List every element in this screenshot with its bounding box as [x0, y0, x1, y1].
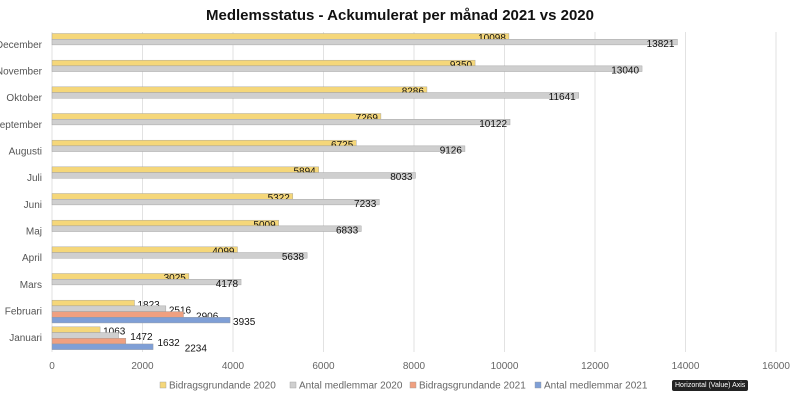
data-label: 10098: [478, 33, 506, 44]
x-tick-label: 6000: [312, 361, 335, 372]
data-label: 5322: [268, 193, 291, 204]
data-label: 5638: [282, 252, 305, 263]
data-label: 8286: [402, 87, 425, 98]
category-label: Juli: [27, 173, 42, 184]
data-label: 5009: [253, 220, 276, 231]
data-label: 3025: [164, 273, 187, 284]
category-label: Juni: [24, 200, 42, 211]
bar: [51, 338, 127, 345]
data-label: 1632: [158, 338, 181, 349]
bar: [51, 33, 510, 40]
bar: [51, 252, 308, 259]
data-label: 2906: [196, 311, 219, 322]
data-label: 1472: [130, 332, 153, 343]
bar: [51, 305, 167, 312]
category-label: Oktober: [6, 93, 42, 104]
data-label: 7233: [354, 199, 377, 210]
bar: [51, 92, 579, 99]
bar: [51, 343, 154, 350]
x-tick-label: 2000: [131, 361, 154, 372]
bar: [51, 311, 184, 318]
bar: [51, 198, 380, 206]
category-label: Januari: [9, 333, 42, 344]
data-label: 3935: [233, 317, 256, 328]
bar: [51, 326, 101, 333]
legend-swatch: [159, 381, 167, 389]
x-tick-label: 10000: [491, 361, 519, 372]
x-tick-label: 16000: [762, 361, 790, 372]
bar: [51, 193, 294, 200]
x-tick-label: 0: [49, 361, 55, 372]
data-label: 4178: [216, 279, 239, 290]
data-label: 1823: [137, 300, 160, 311]
data-label: 10122: [479, 119, 507, 130]
data-label: 9350: [450, 60, 473, 71]
data-label: 13040: [611, 66, 639, 77]
data-label: 6833: [336, 226, 359, 237]
bar: [51, 279, 242, 286]
data-label: 2516: [169, 306, 192, 317]
bar: [51, 118, 511, 126]
bar: [51, 145, 466, 152]
data-label: 4099: [212, 247, 235, 258]
bar: [51, 172, 416, 179]
bar: [51, 166, 319, 173]
category-label: Maj: [26, 227, 42, 238]
data-label: 8033: [390, 172, 413, 183]
bar: [51, 219, 279, 227]
x-tick-label: 4000: [222, 361, 245, 372]
data-label: 11641: [549, 92, 577, 103]
data-label: 9126: [440, 146, 463, 157]
bar: [51, 139, 357, 147]
data-label: 7269: [356, 113, 379, 124]
bar: [51, 113, 382, 120]
data-label: 6725: [331, 140, 354, 151]
legend-label: Bidragsgrundande 2020: [169, 381, 276, 392]
bar: [51, 299, 135, 307]
x-tick-label: 14000: [672, 361, 700, 372]
category-label: Februari: [5, 307, 42, 318]
bar: [51, 332, 119, 339]
legend-swatch: [289, 381, 297, 389]
legend-swatch: [534, 381, 542, 389]
legend-swatch: [409, 381, 417, 389]
bar: [51, 65, 643, 72]
axis-tooltip: Horizontal (Value) Axis: [672, 380, 749, 391]
category-label: Augusti: [9, 147, 42, 158]
bar: [51, 59, 476, 67]
data-label: 5894: [293, 167, 316, 178]
data-label: 1063: [103, 327, 126, 338]
chart-title: Medlemsstatus - Ackumulerat per månad 20…: [206, 7, 594, 24]
legend-label: Antal medlemmar 2021: [544, 381, 648, 392]
bar: [51, 246, 238, 253]
category-label: Mars: [20, 280, 42, 291]
x-tick-label: 12000: [581, 361, 609, 372]
data-label: 13821: [647, 39, 675, 50]
category-label: November: [0, 67, 43, 78]
category-label: December: [0, 40, 43, 51]
bar: [51, 317, 231, 324]
bar: [51, 86, 428, 93]
bar: [51, 39, 678, 46]
category-label: September: [0, 120, 43, 131]
category-label: April: [22, 253, 42, 264]
legend-label: Bidragsgrundande 2021: [419, 381, 526, 392]
legend-label: Antal medlemmar 2020: [299, 381, 403, 392]
data-label: 2234: [185, 344, 208, 355]
x-tick-label: 8000: [403, 361, 426, 372]
bar: [51, 225, 362, 232]
